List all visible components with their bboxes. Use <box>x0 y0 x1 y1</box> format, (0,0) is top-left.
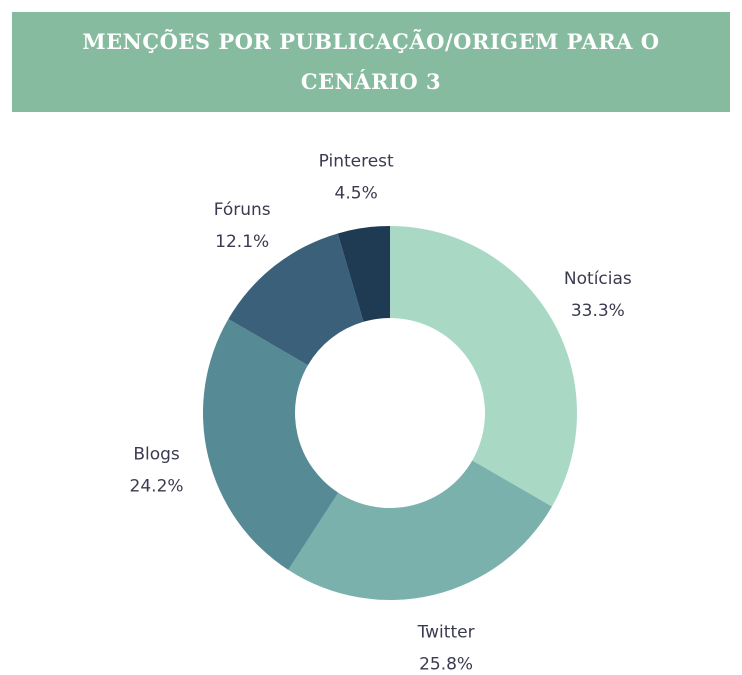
slice-label: Blogs <box>133 445 180 465</box>
donut-slice <box>337 226 390 322</box>
slice-value: 25.8% <box>419 654 473 674</box>
donut-slice <box>202 318 339 570</box>
slice-value: 24.2% <box>130 477 184 497</box>
slice-value: 4.5% <box>335 183 378 203</box>
chart-title: MENÇÕES POR PUBLICAÇÃO/ORIGEM PARA O CEN… <box>82 29 660 94</box>
slice-label: Twitter <box>417 622 475 642</box>
title-banner: MENÇÕES POR PUBLICAÇÃO/ORIGEM PARA O CEN… <box>12 12 730 112</box>
slice-label: Notícias <box>564 269 632 289</box>
donut-slice <box>228 233 364 366</box>
slice-label: Fóruns <box>214 200 271 220</box>
slice-value: 33.3% <box>571 301 625 321</box>
donut-slice <box>288 460 552 600</box>
slice-label: Pinterest <box>319 151 394 171</box>
slice-value: 12.1% <box>215 232 269 252</box>
donut-slice <box>390 226 577 507</box>
